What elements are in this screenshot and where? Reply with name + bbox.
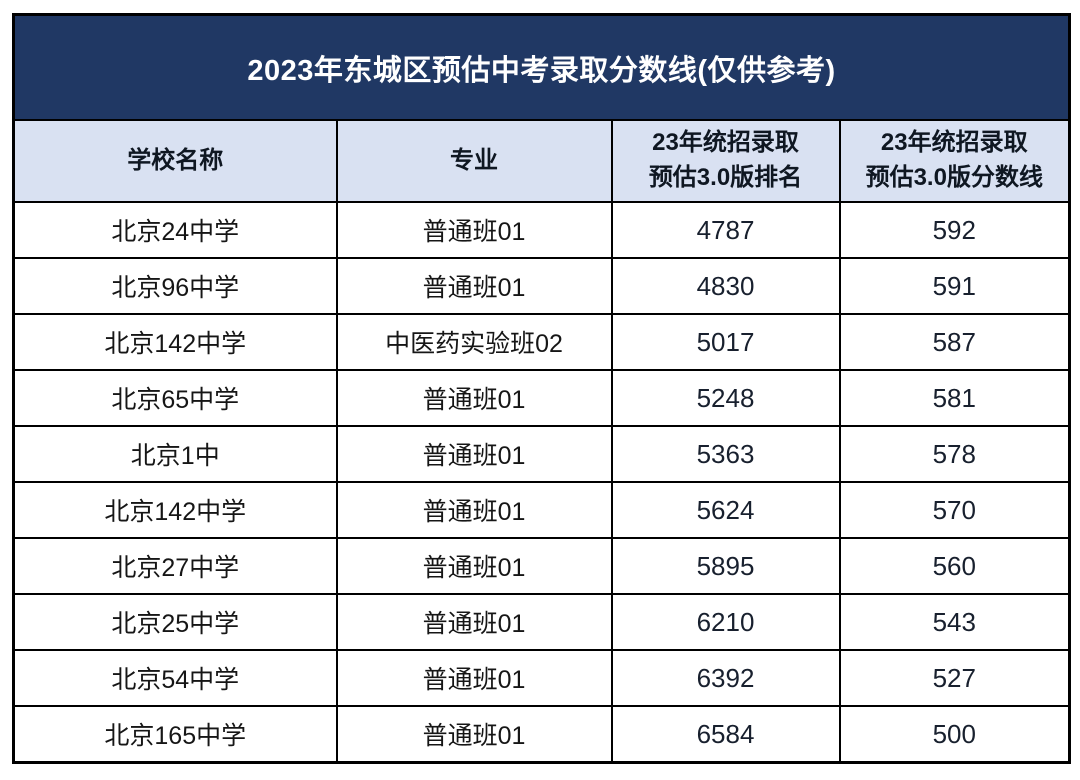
cell-score: 592 xyxy=(838,201,1071,259)
score-table: 2023年东城区预估中考录取分数线(仅供参考) 学校名称 专业 23年统招录取 … xyxy=(12,13,1072,764)
table-row: 北京25中学 普通班01 6210 543 xyxy=(12,593,1071,651)
column-header-score-line1: 23年统招录取 xyxy=(880,129,1028,157)
table-row: 北京96中学 普通班01 4830 591 xyxy=(12,257,1071,315)
column-header-rank: 23年统招录取 预估3.0版排名 xyxy=(610,119,841,203)
cell-school: 北京24中学 xyxy=(12,201,338,259)
cell-rank: 5017 xyxy=(610,313,841,371)
cell-rank: 6210 xyxy=(610,593,841,651)
cell-program: 普通班01 xyxy=(335,201,613,259)
cell-program: 普通班01 xyxy=(335,481,613,539)
column-header-score-line2: 预估3.0版分数线 xyxy=(865,164,1043,191)
table-title: 2023年东城区预估中考录取分数线(仅供参考) xyxy=(12,13,1071,121)
table-row: 北京27中学 普通班01 5895 560 xyxy=(12,537,1071,595)
cell-program: 普通班01 xyxy=(335,593,613,651)
cell-score: 578 xyxy=(838,425,1071,483)
cell-school: 北京142中学 xyxy=(12,313,338,371)
title-row: 2023年东城区预估中考录取分数线(仅供参考) xyxy=(12,13,1071,121)
header-row: 学校名称 专业 23年统招录取 预估3.0版排名 23年统招录取 预估3.0版分… xyxy=(12,119,1071,203)
cell-score: 560 xyxy=(838,537,1071,595)
cell-school: 北京165中学 xyxy=(12,705,338,764)
cell-program: 普通班01 xyxy=(335,369,613,427)
cell-score: 527 xyxy=(838,649,1071,707)
cell-rank: 5895 xyxy=(610,537,841,595)
column-header-school: 学校名称 xyxy=(12,119,338,203)
cell-school: 北京54中学 xyxy=(12,649,338,707)
cell-rank: 5363 xyxy=(610,425,841,483)
cell-rank: 6584 xyxy=(610,705,841,764)
cell-score: 570 xyxy=(838,481,1071,539)
cell-rank: 6392 xyxy=(610,649,841,707)
cell-school: 北京65中学 xyxy=(12,369,338,427)
table-row: 北京142中学 中医药实验班02 5017 587 xyxy=(12,313,1071,371)
table-row: 北京65中学 普通班01 5248 581 xyxy=(12,369,1071,427)
table-row: 北京24中学 普通班01 4787 592 xyxy=(12,201,1071,259)
column-header-rank-line2: 预估3.0版排名 xyxy=(648,164,803,191)
cell-school: 北京96中学 xyxy=(12,257,338,315)
cell-program: 普通班01 xyxy=(335,705,613,764)
cell-program: 普通班01 xyxy=(335,257,613,315)
cell-rank: 4787 xyxy=(610,201,841,259)
cell-score: 591 xyxy=(838,257,1071,315)
cell-program: 中医药实验班02 xyxy=(335,313,613,371)
table-row: 北京165中学 普通班01 6584 500 xyxy=(12,705,1071,764)
table-row: 北京1中 普通班01 5363 578 xyxy=(12,425,1071,483)
cell-program: 普通班01 xyxy=(335,649,613,707)
cell-school: 北京27中学 xyxy=(12,537,338,595)
cell-program: 普通班01 xyxy=(335,425,613,483)
column-header-program: 专业 xyxy=(335,119,613,203)
cell-rank: 4830 xyxy=(610,257,841,315)
cell-rank: 5248 xyxy=(610,369,841,427)
table-row: 北京142中学 普通班01 5624 570 xyxy=(12,481,1071,539)
cell-rank: 5624 xyxy=(610,481,841,539)
column-header-score: 23年统招录取 预估3.0版分数线 xyxy=(838,119,1071,203)
cell-score: 543 xyxy=(838,593,1071,651)
cell-score: 587 xyxy=(838,313,1071,371)
column-header-rank-line1: 23年统招录取 xyxy=(652,129,799,157)
cell-school: 北京1中 xyxy=(12,425,338,483)
table-row: 北京54中学 普通班01 6392 527 xyxy=(12,649,1071,707)
cell-program: 普通班01 xyxy=(335,537,613,595)
cell-school: 北京142中学 xyxy=(12,481,338,539)
cell-school: 北京25中学 xyxy=(12,593,338,651)
cell-score: 500 xyxy=(838,705,1071,764)
cell-score: 581 xyxy=(838,369,1071,427)
